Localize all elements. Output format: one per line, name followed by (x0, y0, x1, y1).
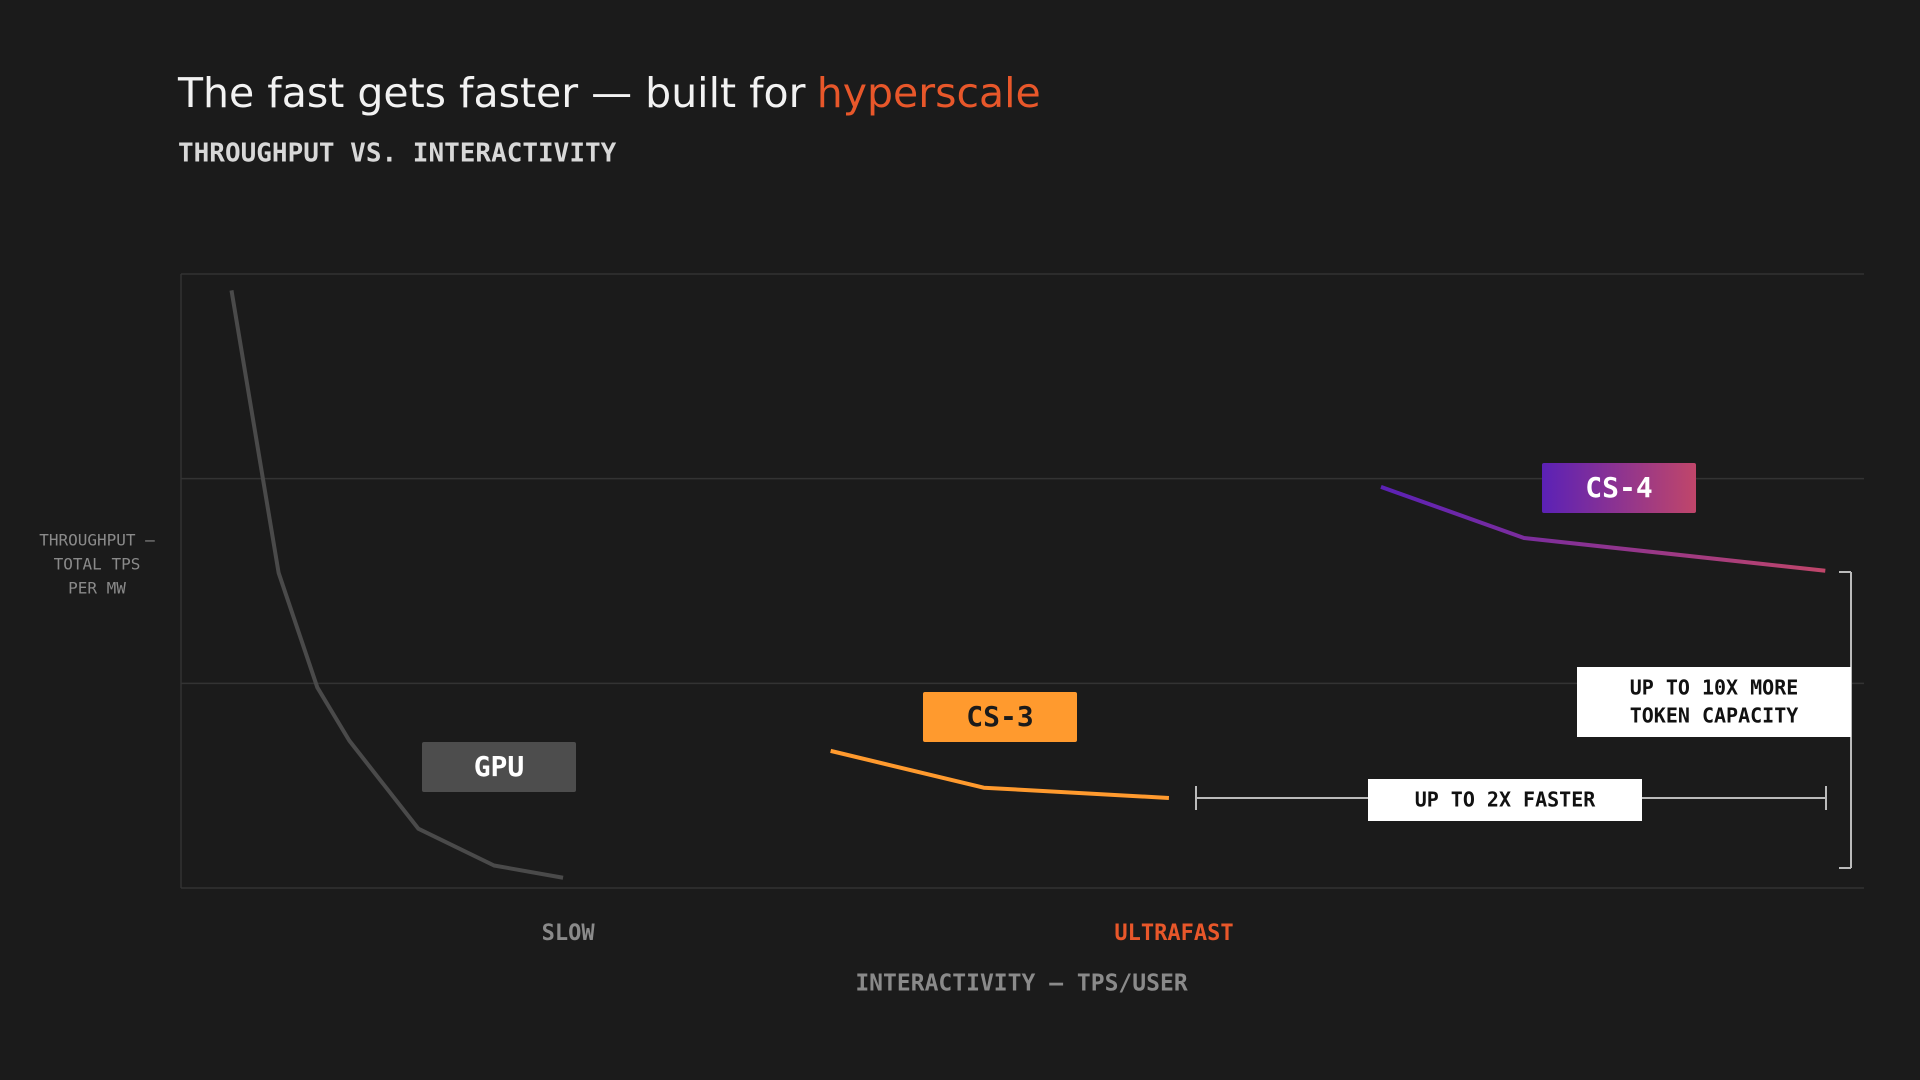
series-label-box (1542, 463, 1696, 513)
series-line (229, 290, 564, 880)
y-axis-label: TOTAL TPS (54, 555, 141, 574)
series-label-box (422, 742, 576, 792)
y-axis-label: THROUGHPUT — (39, 531, 155, 550)
series-line (830, 748, 1170, 800)
title-highlight: hyperscale (817, 69, 1041, 117)
x-axis-label: INTERACTIVITY — TPS/USER (855, 971, 1187, 997)
annotation-box (1577, 667, 1851, 737)
legend-label: CS-3 (966, 700, 1033, 733)
x-marker-label: ULTRAFAST (1114, 921, 1233, 946)
title-text: The fast gets faster — built for (177, 69, 806, 117)
chart-subtitle: THROUGHPUT VS. INTERACTIVITY (178, 139, 617, 169)
annotation-text: UP TO 2X FASTER (1415, 788, 1597, 812)
y-axis-label: PER MW (68, 579, 126, 598)
legend-label: CS-4 (1585, 471, 1652, 504)
legend-label: GPU (474, 750, 525, 783)
annotation-text: TOKEN CAPACITY (1630, 704, 1799, 728)
series-label-box (923, 692, 1077, 742)
x-marker-label: SLOW (542, 921, 596, 946)
annotation-text: UP TO 10X MORE (1630, 676, 1799, 700)
chart-title: The fast gets faster — built for hypersca… (177, 69, 1041, 117)
annotation-box (1368, 779, 1642, 821)
series-line (1380, 484, 1826, 573)
